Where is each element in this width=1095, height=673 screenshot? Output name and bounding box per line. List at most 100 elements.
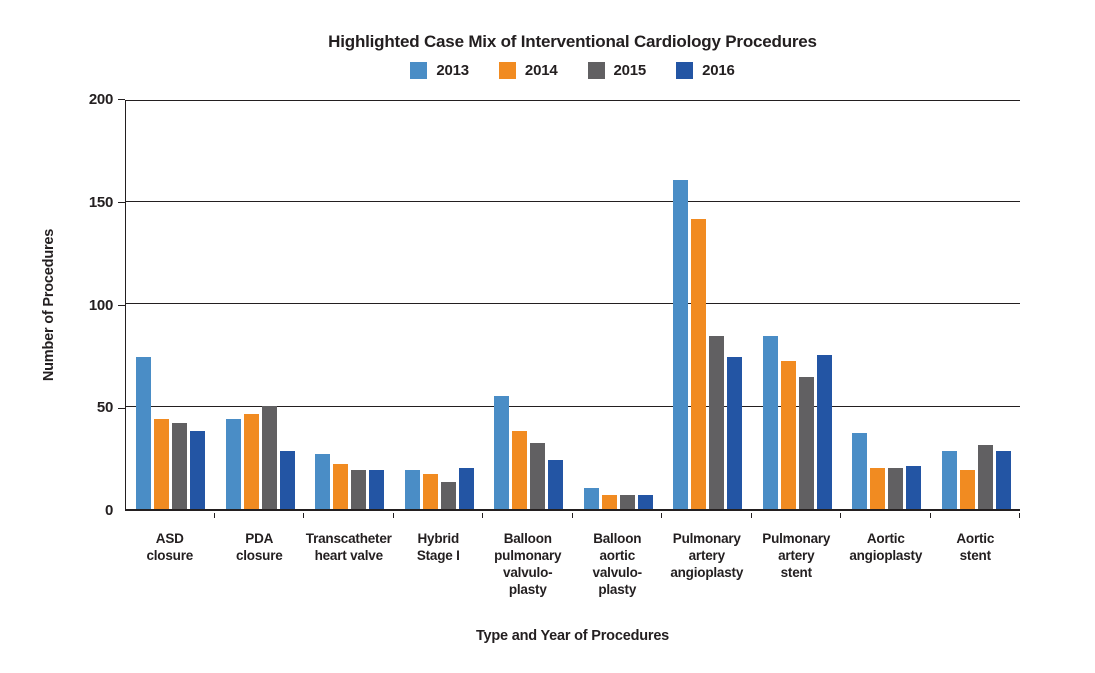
bar-2016-aortic-stent (995, 451, 1011, 509)
bar-2014-aortic-stent (959, 469, 975, 509)
category-label-aortic-angioplasty: Aortic angioplasty (841, 530, 931, 564)
legend-label-2013: 2013 (436, 62, 469, 79)
bar-2016-balloon-aortic-valvuloplasty (637, 494, 653, 509)
bar-group-pda-closure (216, 406, 306, 509)
category-label-line: Hybrid (417, 531, 460, 546)
bar-2015-balloon-aortic-valvuloplasty (619, 494, 635, 509)
y-tick-mark-150 (118, 202, 125, 203)
legend-item-2014: 2014 (498, 62, 558, 79)
category-label-line: Transcatheter (305, 531, 392, 546)
category-label-balloon-aortic-valvuloplasty: Balloon aortic valvulo-plasty (573, 530, 663, 598)
category-label-hybrid-stage-i: Hybrid Stage I (394, 530, 484, 564)
category-label-line: aortic (599, 548, 636, 563)
category-label-transcatheter-heart-valve: Transcatheter heart valve (304, 530, 394, 564)
category-label-line: Balloon (593, 531, 642, 546)
category-label-line: ASD (155, 531, 184, 546)
category-label-pulmonary-artery-stent: Pulmonary artery stent (752, 530, 842, 581)
y-tick-label-0: 0 (104, 502, 113, 519)
bar-group-pulmonary-artery-stent (753, 336, 843, 509)
x-axis-title: Type and Year of Procedures (475, 628, 670, 644)
legend-item-2013: 2013 (410, 62, 469, 79)
plot-area (125, 100, 1020, 511)
category-label-line: closure (146, 548, 194, 563)
bar-2014-pulmonary-artery-stent (780, 361, 796, 509)
x-tick-mark-8 (840, 513, 842, 518)
y-tick-label-150: 150 (88, 193, 113, 211)
legend-item-2015: 2015 (587, 62, 647, 79)
bar-2013-hybrid-stage-i (404, 469, 420, 509)
bar-2014-transcatheter-heart-valve (333, 463, 349, 509)
bar-2013-balloon-pulmonary-valvuloplasty (494, 395, 510, 509)
bar-group-hybrid-stage-i (395, 467, 485, 509)
bar-2016-transcatheter-heart-valve (369, 469, 385, 509)
bar-2014-asd-closure (154, 418, 170, 509)
category-label-line: artery (778, 548, 815, 563)
bar-2015-asd-closure (172, 422, 188, 509)
bar-2014-balloon-aortic-valvuloplasty (601, 494, 617, 509)
bar-2014-balloon-pulmonary-valvuloplasty (512, 430, 528, 509)
y-tick-mark-100 (118, 304, 125, 306)
bar-2015-transcatheter-heart-valve (351, 469, 367, 509)
category-label-line: PDA (245, 531, 274, 546)
bar-group-aortic-angioplasty (842, 432, 932, 509)
category-label-balloon-pulmonary-valvuloplasty: Balloon pulmonary valvulo-plasty (483, 530, 573, 598)
legend-label-2016: 2016 (702, 62, 735, 79)
x-tick-mark-9 (929, 513, 931, 518)
category-label-line: valvulo- (592, 565, 643, 580)
bar-2015-hybrid-stage-i (440, 482, 456, 509)
category-label-line: valvulo- (503, 565, 553, 580)
bar-2016-pda-closure (279, 451, 295, 509)
category-label-line: Pulmonary (762, 531, 831, 546)
x-tick-mark-4 (482, 513, 484, 518)
category-label-line: Stage I (416, 548, 460, 563)
legend-swatch-2014 (498, 62, 516, 79)
category-label-line: stent (780, 565, 812, 580)
legend-label-2015: 2015 (613, 62, 647, 79)
chart-title: Highlighted Case Mix of Interventional C… (328, 32, 817, 51)
y-tick-mark-50 (118, 407, 125, 409)
bar-2016-balloon-pulmonary-valvuloplasty (548, 459, 564, 509)
bar-2013-asd-closure (136, 356, 152, 509)
bar-group-transcatheter-heart-valve (305, 453, 395, 509)
bar-group-aortic-stent (932, 445, 1022, 509)
gridline-100 (126, 303, 1020, 305)
legend-item-2016: 2016 (676, 62, 735, 79)
x-tick-mark-7 (750, 513, 752, 518)
category-label-asd-closure: ASD closure (125, 530, 215, 564)
category-label-line: angioplasty (670, 565, 744, 580)
y-tick-mark-200 (118, 99, 125, 101)
x-tick-mark-2 (303, 513, 305, 518)
bar-group-balloon-aortic-valvuloplasty (574, 488, 664, 509)
bar-2013-pda-closure (225, 418, 241, 509)
category-label-line: plasty (508, 582, 547, 597)
category-label-line: heart valve (314, 548, 384, 563)
y-tick-label-100: 100 (88, 296, 113, 314)
bar-2015-pulmonary-artery-angioplasty (709, 336, 725, 509)
bar-group-asd-closure (126, 356, 216, 509)
bar-2015-pulmonary-artery-stent (798, 377, 814, 509)
x-tick-mark-1 (213, 513, 215, 518)
x-tick-mark-3 (392, 513, 394, 518)
category-label-pulmonary-artery-angioplasty: Pulmonary artery angioplasty (662, 530, 752, 581)
legend-swatch-2015 (587, 62, 605, 79)
category-label-line: angioplasty (849, 548, 923, 563)
bar-2013-pulmonary-artery-angioplasty (673, 180, 689, 509)
legend-swatch-2016 (676, 62, 694, 79)
bar-2013-balloon-aortic-valvuloplasty (583, 488, 599, 509)
bar-2014-pulmonary-artery-angioplasty (691, 219, 707, 509)
bar-2016-asd-closure (190, 430, 206, 509)
x-tick-mark-6 (661, 513, 663, 518)
gridline-50 (126, 406, 1020, 407)
legend-swatch-2013 (410, 62, 428, 79)
bar-2016-hybrid-stage-i (458, 467, 474, 509)
legend-label-2014: 2014 (524, 62, 558, 79)
x-tick-mark-10 (1019, 513, 1021, 518)
bar-2016-pulmonary-artery-stent (816, 354, 832, 509)
bar-2014-hybrid-stage-i (422, 474, 438, 509)
bar-2013-aortic-stent (941, 451, 957, 509)
category-label-line: stent (959, 548, 991, 563)
category-label-aortic-stent: Aortic stent (931, 530, 1021, 564)
bar-2016-aortic-angioplasty (906, 465, 922, 509)
category-label-line: artery (688, 548, 726, 563)
